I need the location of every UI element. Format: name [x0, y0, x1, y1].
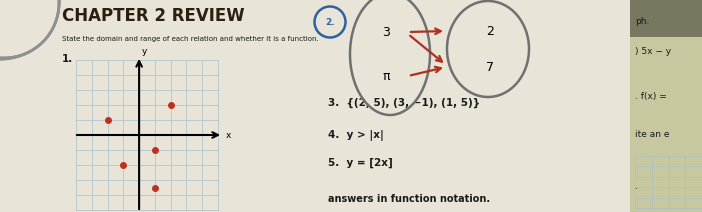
Text: .: .: [635, 182, 638, 191]
Text: π: π: [383, 70, 390, 82]
Text: answers in function notation.: answers in function notation.: [328, 194, 490, 204]
Text: . f(x) =: . f(x) =: [635, 92, 667, 101]
Text: ) 5x − y: ) 5x − y: [635, 47, 671, 56]
Text: ite an e: ite an e: [635, 130, 670, 139]
Text: 3.  {(2, 5), (3, −1), (1, 5)}: 3. {(2, 5), (3, −1), (1, 5)}: [328, 98, 480, 108]
Text: 1.: 1.: [62, 54, 73, 64]
Text: State the domain and range of each relation and whether it is a function.: State the domain and range of each relat…: [62, 36, 319, 42]
Circle shape: [0, 0, 59, 58]
Text: ph.: ph.: [635, 17, 649, 26]
Text: y: y: [142, 47, 147, 56]
Text: 2.: 2.: [325, 18, 335, 26]
Bar: [630, 0, 702, 212]
Text: x: x: [226, 131, 232, 139]
Text: 4.  y > |x|: 4. y > |x|: [328, 130, 384, 141]
Text: 2: 2: [486, 25, 494, 38]
Text: CHAPTER 2 REVIEW: CHAPTER 2 REVIEW: [62, 7, 244, 25]
Text: 7: 7: [486, 60, 494, 74]
Circle shape: [0, 0, 60, 60]
Text: 5.  y = [2x]: 5. y = [2x]: [328, 158, 392, 168]
Text: 3: 3: [382, 25, 390, 39]
Bar: [630, 0, 702, 37]
